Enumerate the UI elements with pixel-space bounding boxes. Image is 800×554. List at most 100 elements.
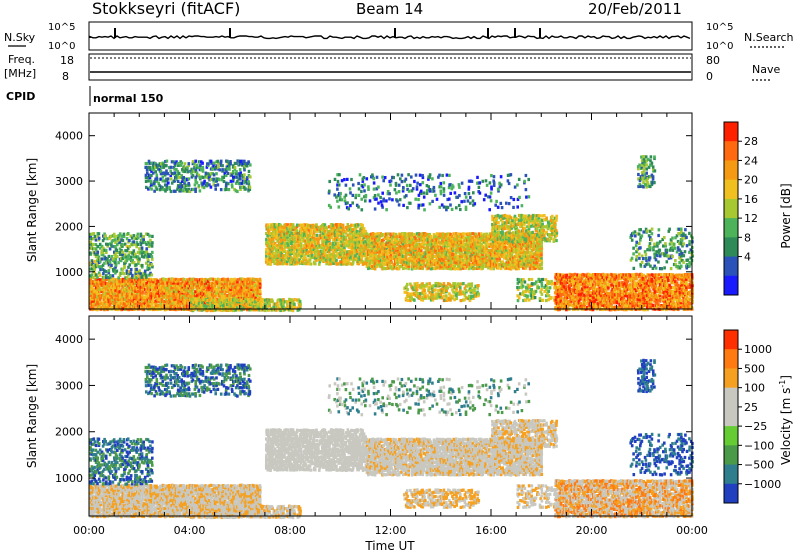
power-cell-1722 [98,232,101,235]
power-cell-2126 [165,164,168,167]
power-cell-1898 [130,268,133,271]
power-cell-1941 [137,274,140,277]
power-cell-1906 [131,274,134,277]
power-cell-1820 [116,270,119,273]
power-cell-1827 [117,261,120,264]
power-cell-1973 [141,247,144,250]
power-cell-2024 [151,255,154,258]
power-cell-1723 [99,274,102,277]
power-cell-2215 [188,162,191,165]
power-cell-2063 [153,190,156,193]
power-cell-2049 [149,166,152,169]
power-cell-1778 [109,261,112,264]
power-cell-1655 [259,278,262,281]
power-cell-1969 [141,264,144,267]
power-cell-1982 [142,235,145,238]
power-cell-2233 [194,188,197,191]
nsky-trace [90,28,690,38]
power-cell-2223 [192,174,195,177]
plot-canvas: Stokkseyri (fitACF) Beam 14 20/Feb/2011 … [0,0,800,554]
power-cell-2265 [202,176,205,179]
power-cell-2135 [170,177,173,180]
power-cell-2269 [201,162,204,165]
beam-title: Beam 14 [356,0,423,18]
power-cell-1965 [140,233,143,236]
power-cell-2130 [167,172,170,175]
power-cell-1990 [145,274,148,277]
nsearch-label: N.Search [744,31,794,44]
power-cell-1916 [133,249,136,252]
nsky-label: N.Sky [4,31,36,44]
power-cell-2188 [182,176,185,179]
power-cell-1755 [105,270,108,273]
nsky-tick-top: 10^5 [48,22,75,33]
power-cell-1901 [130,256,133,259]
power-cell-1812 [114,261,117,264]
power-cell-2139 [170,166,173,169]
power-cell-1918 [132,240,135,243]
power-cell-1765 [106,243,109,246]
power-cell-1769 [108,269,111,272]
power-cell-1890 [127,232,130,235]
power-cell-1856 [121,243,124,246]
power-cell-1787 [110,243,113,246]
power-cell-2105 [162,175,165,178]
power-cell-2104 [162,179,165,182]
power-cell-2074 [154,170,157,173]
power-cell-1981 [142,238,145,241]
power-cell-2025 [151,251,154,254]
power-cell-1695 [94,235,97,238]
power-cell-1704 [95,238,98,241]
power-cell-2081 [156,174,159,177]
power-cell-1759 [105,249,108,252]
power-cell-1684 [92,243,95,246]
power-cell-2027 [151,241,154,244]
power-cell-2185 [181,162,184,165]
power-cell-1686 [93,232,96,235]
power-cell-1705 [96,276,99,279]
power-cell-2022 [151,263,154,266]
power-cell-1736 [102,272,105,275]
power-cell-2054 [150,180,153,183]
freq-unit: [MHz] [4,67,36,80]
power-cell-2026 [151,245,154,248]
power-cell-2030 [145,180,148,183]
power-cell-1773 [108,255,111,258]
station-title: Stokkseyri (fitACF) [92,0,240,18]
power-cell-1947 [137,243,140,246]
power-cell-1896 [128,239,131,242]
power-cell-2213 [188,177,191,180]
power-cell-2028 [151,235,154,238]
power-cell-2186 [182,189,185,192]
power-cell-1932 [135,268,138,271]
power-cell-2127 [166,160,169,163]
power-cell-1712 [96,245,99,248]
power-cell-2013 [148,234,151,237]
power-cell-2212 [187,182,190,185]
power-cell-2129 [167,177,170,180]
power-cell-1995 [146,247,149,250]
nsearch-tick-bottom: 10^0 [706,41,733,52]
power-cell-1913 [133,261,136,264]
power-cell-1711 [97,251,100,254]
power-cell-1859 [123,272,126,275]
date-title: 20/Feb/2011 [588,0,682,18]
power-cell-2252 [199,189,202,192]
power-cell-1807 [113,233,116,236]
power-cell-1854 [121,251,124,254]
cpid-value: normal 150 [93,92,164,105]
power-cell-2128 [167,181,170,184]
power-cell-1724 [99,268,102,271]
power-cell-1953 [138,258,141,261]
power-cell-2002 [147,258,150,261]
power-cell-2008 [148,267,151,270]
power-scatter [89,155,694,312]
power-cell-2179 [181,184,184,187]
power-cell-1783 [110,264,113,267]
power-cell-1754 [105,274,108,277]
power-cell-1951 [138,269,141,272]
power-cell-2163 [177,180,180,183]
power-cell-1746 [103,262,106,265]
nave-tick-top: 80 [706,54,720,67]
power-cell-1880 [126,237,129,240]
